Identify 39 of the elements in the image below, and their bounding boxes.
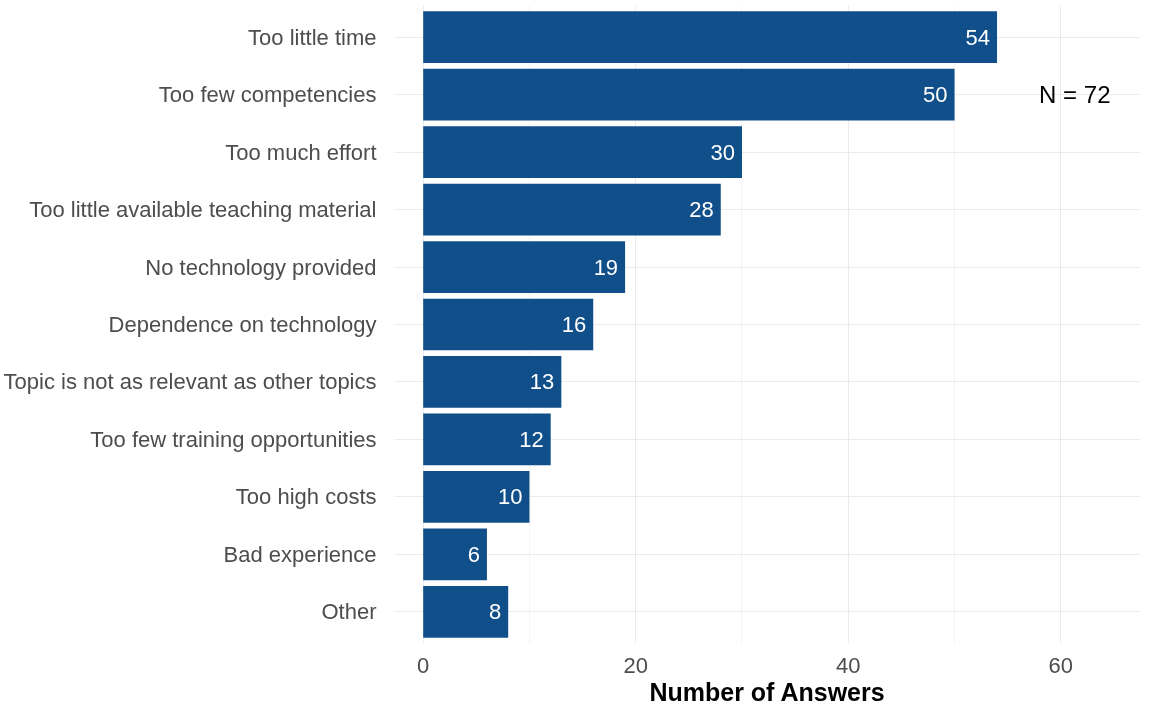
data-label: 19	[593, 254, 619, 280]
bar	[423, 126, 742, 178]
y-tick-label: Other	[321, 599, 377, 625]
data-label: 6	[467, 541, 480, 567]
y-tick-label: Topic is not as relevant as other topics	[3, 369, 377, 395]
bar	[423, 11, 998, 63]
data-label: 13	[529, 369, 555, 395]
data-label: 10	[497, 484, 523, 510]
y-tick-label: Too much effort	[225, 139, 377, 165]
y-tick-label: Dependence on technology	[108, 312, 377, 337]
data-label: 50	[923, 82, 948, 108]
y-tick-label: Bad experience	[223, 541, 377, 567]
y-tick-label: No technology provided	[145, 254, 377, 280]
annotation: N = 72	[1039, 81, 1111, 109]
x-tick-label: 0	[417, 652, 430, 678]
y-tick-label: Too few training opportunities	[90, 426, 377, 452]
bar	[423, 471, 530, 523]
data-label: 12	[519, 426, 544, 452]
bar	[423, 586, 509, 638]
bar	[423, 528, 487, 581]
x-tick-label: 60	[1048, 652, 1074, 678]
bar	[423, 183, 721, 236]
data-label: 8	[488, 599, 502, 625]
y-tick-label: Too few competencies	[158, 82, 377, 108]
data-label: 54	[965, 24, 991, 50]
y-tick-label: Too little available teaching material	[29, 197, 377, 223]
data-label: 28	[689, 197, 714, 223]
x-tick-label: 40	[836, 652, 861, 678]
x-axis-title: Number of Answers	[649, 677, 885, 706]
bar	[423, 241, 626, 293]
bar	[423, 413, 551, 466]
y-tick-label: Too little time	[248, 24, 377, 50]
bar	[423, 356, 562, 408]
data-label: 16	[561, 312, 587, 337]
y-tick-label: Too high costs	[235, 484, 377, 510]
bar	[423, 68, 955, 121]
bar	[423, 298, 594, 351]
x-tick-label: 20	[623, 652, 648, 678]
data-label: 30	[710, 139, 736, 165]
